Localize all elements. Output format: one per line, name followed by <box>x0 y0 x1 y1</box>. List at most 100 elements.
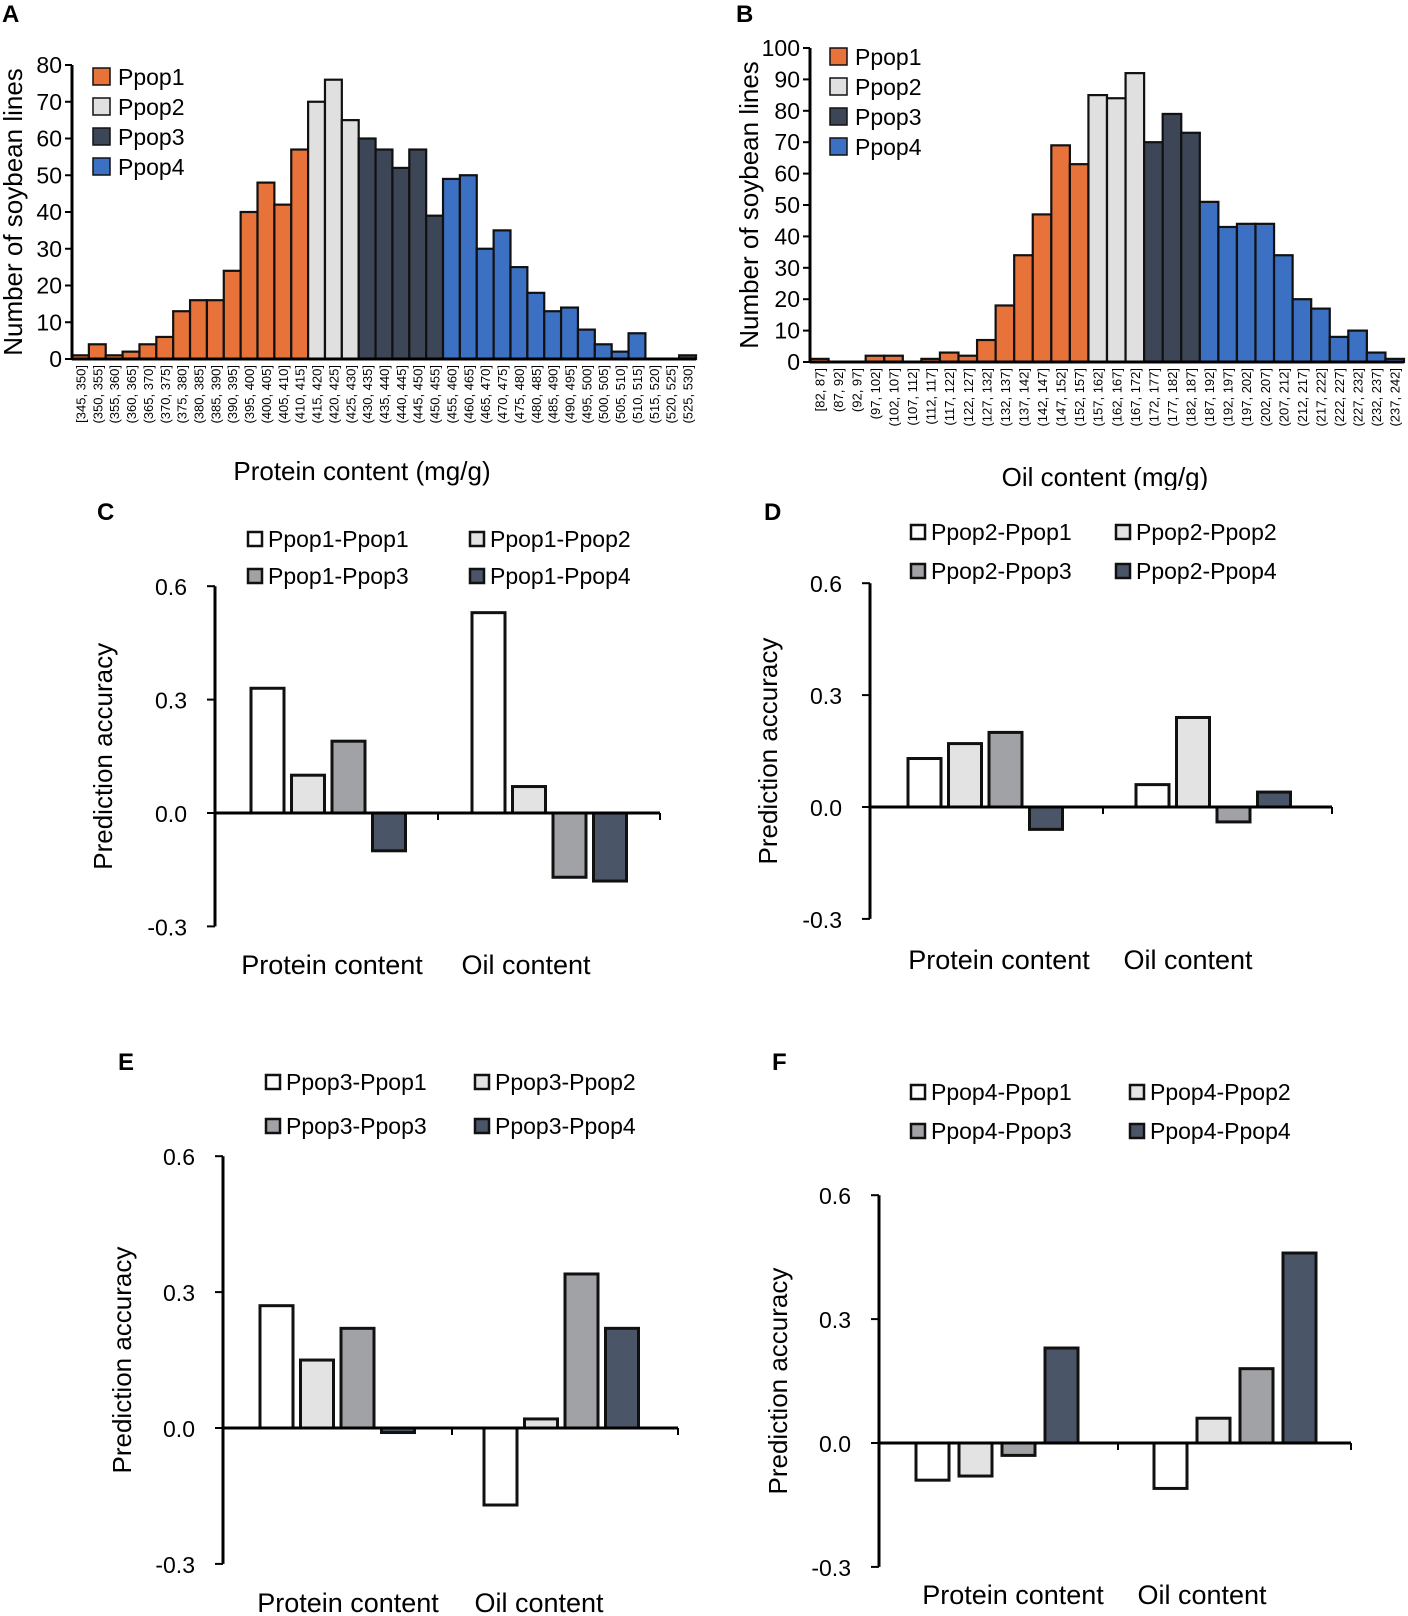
histogram-oil-content: B Number of soybean lines [82, 87] (87, 92]… <box>734 1 1406 490</box>
bin-label: (495, 500] <box>579 365 594 424</box>
y-tick-label: 50 <box>36 162 62 188</box>
y-axis-title: Prediction accuracy <box>763 1268 793 1495</box>
accuracy-chart-ppop4: F Ppop4-Ppop1 Ppop4-Ppop2 Ppop4-Ppop3 Ppop4-… <box>763 1049 1352 1610</box>
histogram-bar <box>239 210 259 361</box>
bin-label: (490, 495] <box>563 365 578 424</box>
bin-label: (107, 112] <box>905 368 920 426</box>
accuracy-chart-ppop2: D Ppop2-Ppop1 Ppop2-Ppop2 Ppop2-Ppop3 Ppop2-… <box>753 499 1333 975</box>
y-tick-label: 0.3 <box>163 1280 195 1306</box>
bin-label: (370, 375] <box>158 365 173 424</box>
legend-label: Ppop4 <box>855 134 922 160</box>
legend-label: Ppop3 <box>118 124 185 150</box>
legend-swatch <box>909 1122 927 1140</box>
bin-label: (182, 187] <box>1184 368 1199 427</box>
accuracy-bar <box>1175 715 1211 809</box>
bin-label: (360, 365] <box>124 365 139 424</box>
histogram-bar <box>593 343 613 361</box>
bin-label: [82, 87] <box>812 368 827 411</box>
y-tick-label: 70 <box>774 129 800 155</box>
bin-label: (365, 370] <box>141 365 156 424</box>
accuracy-bar <box>1195 1416 1232 1445</box>
accuracy-bar <box>604 1326 640 1430</box>
legend-swatch <box>473 1073 491 1091</box>
legend-label: Ppop4-Ppop3 <box>931 1118 1072 1144</box>
histogram-bar <box>290 148 310 361</box>
y-tick-label: 30 <box>774 255 800 281</box>
histogram-bar <box>1050 144 1071 364</box>
histogram-bar <box>340 119 360 361</box>
histogram-bar <box>188 299 209 361</box>
bin-label: (515, 520] <box>647 365 662 424</box>
y-tick-label: 90 <box>774 66 800 92</box>
histogram-bar <box>1143 141 1164 364</box>
y-tick-label: 100 <box>762 35 800 61</box>
histogram-bar <box>172 310 192 361</box>
panel-letter: E <box>118 1049 134 1076</box>
y-tick-label: 70 <box>36 89 62 115</box>
x-axis-title: Oil content (mg/g) <box>1002 462 1209 490</box>
histogram-bar <box>87 343 107 361</box>
legend-label: Ppop3-Ppop4 <box>495 1113 636 1139</box>
bin-label: (510, 515] <box>630 365 645 424</box>
accuracy-bar <box>1152 1441 1189 1490</box>
histogram-bar <box>391 166 411 361</box>
bin-label: (465, 470] <box>478 365 493 424</box>
panel-letter: F <box>772 1049 787 1076</box>
legend-label: Ppop1-Ppop1 <box>268 526 409 552</box>
y-tick-label: 80 <box>36 52 62 78</box>
bin-label: (92, 97] <box>849 368 864 412</box>
accuracy-bar <box>511 785 547 815</box>
y-tick-label: 80 <box>774 98 800 124</box>
histogram-bar <box>1235 222 1257 364</box>
bin-label: (415, 420] <box>310 365 325 424</box>
bin-label: (132, 137] <box>998 368 1013 427</box>
histogram-bar <box>1124 72 1146 364</box>
bin-label: (475, 480] <box>512 365 527 424</box>
histogram-bar <box>492 229 512 361</box>
bin-label: (202, 207] <box>1258 368 1273 427</box>
bin-label: (172, 177] <box>1146 368 1161 427</box>
y-tick-label: -0.3 <box>155 1552 195 1578</box>
accuracy-chart-ppop1: C Ppop1-Ppop1 Ppop1-Ppop2 Ppop1-Ppop3 Ppop1-… <box>88 499 661 980</box>
legend-label: Ppop4-Ppop1 <box>931 1079 1072 1105</box>
histogram-bar <box>1068 163 1090 364</box>
y-tick-label: 50 <box>774 192 800 218</box>
y-tick-label: -0.3 <box>811 1555 851 1581</box>
histogram-bar <box>374 148 394 361</box>
y-tick-label: 0.3 <box>819 1307 851 1333</box>
y-tick-label: 30 <box>36 236 62 262</box>
bin-label: (505, 510] <box>613 365 628 424</box>
category-label: Oil content <box>474 1588 604 1616</box>
legend-swatch <box>468 567 486 585</box>
bin-label: (117, 122] <box>942 368 957 426</box>
category-label: Oil content <box>461 950 591 980</box>
bin-label: (390, 395] <box>225 365 240 424</box>
legend-swatch <box>1128 1083 1146 1101</box>
histogram-bar <box>1198 200 1220 364</box>
bin-label: (385, 390] <box>208 365 223 424</box>
legend-label: Ppop1-Ppop4 <box>490 563 631 589</box>
accuracy-bar <box>339 1326 376 1430</box>
category-label: Protein content <box>241 950 423 980</box>
legend-label: Ppop3 <box>855 104 922 130</box>
legend-label: Ppop1-Ppop2 <box>490 526 631 552</box>
histogram-bar <box>1161 112 1183 364</box>
y-tick-label: 0.0 <box>155 801 187 827</box>
y-tick-label: 60 <box>36 126 62 152</box>
legend-swatch <box>829 77 848 96</box>
bin-label: (102, 107] <box>887 368 902 427</box>
bin-label: (192, 197] <box>1221 368 1236 427</box>
histogram-bar <box>307 100 327 361</box>
histogram-bar <box>1310 307 1331 364</box>
panel-letter: A <box>2 1 19 28</box>
accuracy-bar <box>249 686 286 815</box>
y-tick-label: 0.0 <box>819 1431 851 1457</box>
legend-label: Ppop1 <box>855 44 922 70</box>
category-label: Protein content <box>908 945 1090 975</box>
bin-label: (127, 132] <box>979 368 994 427</box>
bin-label: (525, 530] <box>681 365 696 424</box>
legend-swatch <box>264 1073 282 1091</box>
legend-swatch <box>829 107 848 126</box>
bin-label: (520, 525] <box>664 365 679 424</box>
histogram-bar <box>458 174 478 361</box>
